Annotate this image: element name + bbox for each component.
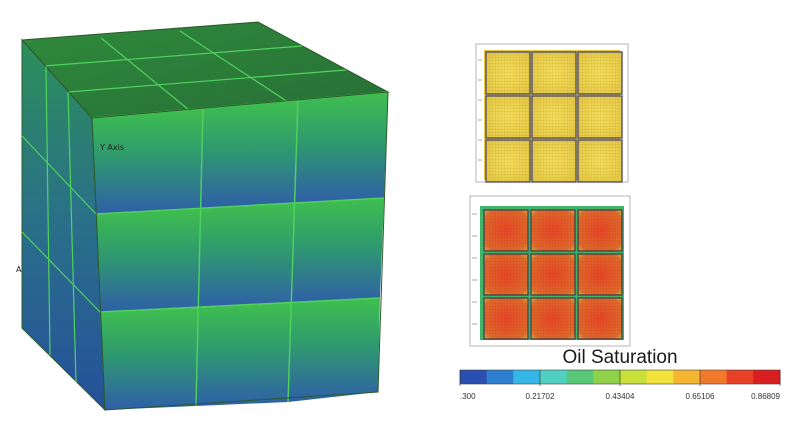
cube-front-cell bbox=[198, 203, 294, 308]
cube-front-cell bbox=[291, 198, 384, 303]
top-slice-ticks bbox=[478, 59, 482, 161]
x-axis-label: A bbox=[16, 265, 22, 274]
cube-left-grid bbox=[21, 66, 101, 383]
color-legend: Oil Saturation .300 0.21702 0.43404 0.65106… bbox=[459, 347, 781, 401]
legend-tick-label: 0.21702 bbox=[526, 392, 555, 401]
cube-front-cell bbox=[92, 108, 203, 214]
cube-front-cell bbox=[100, 308, 198, 410]
legend-color-step bbox=[673, 370, 701, 384]
cube-front-cell bbox=[196, 303, 291, 406]
legend-color-step bbox=[726, 370, 754, 384]
legend-color-step bbox=[566, 370, 594, 384]
top-slice-panel bbox=[475, 43, 629, 183]
cube-front-cell bbox=[288, 298, 380, 402]
legend-tick-label: 0.86809 bbox=[751, 392, 780, 401]
legend-tick-label: 0.43404 bbox=[606, 392, 635, 401]
legend-color-step bbox=[700, 370, 728, 384]
y-axis-label: Y Axis bbox=[99, 143, 124, 152]
legend-tick-label: 0.65106 bbox=[686, 392, 715, 401]
legend-color-step bbox=[753, 370, 781, 384]
legend-color-step bbox=[593, 370, 621, 384]
legend-color-step bbox=[486, 370, 514, 384]
legend-color-step bbox=[646, 370, 674, 384]
legend-color-step bbox=[513, 370, 541, 384]
legend-color-step bbox=[460, 370, 488, 384]
bottom-slice-ticks bbox=[472, 213, 477, 325]
legend-color-step bbox=[620, 370, 648, 384]
legend-title: Oil Saturation bbox=[562, 347, 677, 368]
legend-colorbar bbox=[460, 370, 781, 384]
cube-front-cell bbox=[294, 92, 388, 203]
cube-top-grid bbox=[43, 30, 347, 111]
cube-3d: Y Axis A bbox=[16, 21, 390, 412]
cube-front-face bbox=[92, 92, 388, 410]
cube-front-cell bbox=[201, 100, 298, 208]
legend-tick-label: .300 bbox=[460, 392, 476, 401]
bottom-slice-panel bbox=[469, 195, 631, 347]
legend-color-step bbox=[540, 370, 568, 384]
legend-ticks: .300 0.21702 0.43404 0.65106 0.86809 bbox=[459, 370, 781, 401]
cube-front-cell bbox=[96, 208, 201, 312]
